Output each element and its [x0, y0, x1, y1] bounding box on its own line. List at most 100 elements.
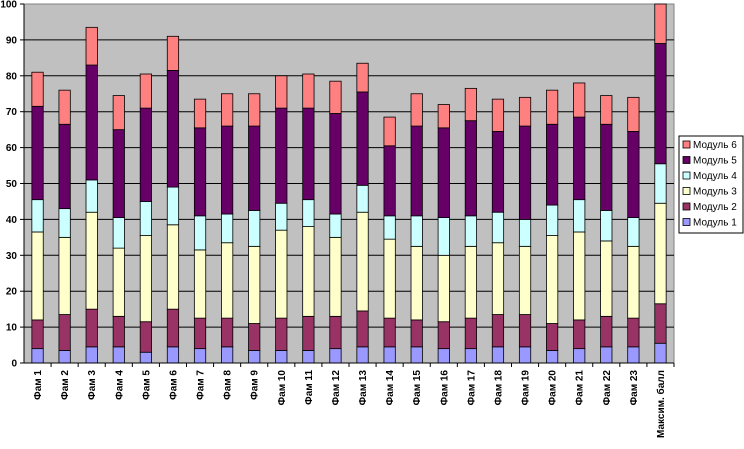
bar-segment-1: [627, 346, 640, 364]
bar-segment-6: [573, 82, 586, 118]
bar-segment-1: [464, 348, 477, 364]
bar-segment-3: [329, 236, 342, 317]
bar-segment-1: [275, 350, 288, 364]
x-category-label: Фам 9: [250, 370, 261, 400]
bar-segment-1: [518, 346, 532, 364]
bar-segment-4: [356, 184, 369, 213]
x-category-label: Фам 2: [60, 370, 71, 400]
bar-segment-4: [58, 208, 71, 238]
bar-segment-6: [193, 98, 207, 129]
bar-segment-5: [31, 105, 44, 201]
legend-label: Модуль 5: [693, 156, 737, 167]
bar-segment-2: [383, 317, 396, 348]
bar-segment-4: [31, 199, 44, 233]
bar-segment-1: [248, 350, 261, 364]
bar-segment-2: [464, 317, 477, 350]
bar-segment-2: [221, 317, 234, 348]
bar-segment-2: [166, 308, 180, 348]
bar-segment-3: [518, 245, 532, 315]
bar-segment-5: [546, 123, 559, 206]
bar-segment-2: [248, 323, 261, 351]
x-category-label: Максим. балл: [655, 370, 667, 438]
bar-segment-1: [546, 350, 559, 364]
x-category-label: Фам 3: [87, 370, 98, 400]
bar-segment-6: [383, 116, 396, 147]
bar-segment-3: [248, 245, 261, 324]
y-tick-label: 90: [6, 35, 18, 46]
bar-segment-6: [654, 3, 667, 44]
bar-segment-6: [31, 71, 44, 107]
bar-segment-1: [85, 346, 98, 364]
bar-segment-1: [193, 348, 207, 364]
y-tick-label: 10: [6, 323, 18, 334]
bar-segment-2: [302, 315, 315, 351]
bar-segment-3: [573, 231, 586, 321]
y-tick-label: 30: [6, 251, 18, 262]
bar-segment-4: [329, 213, 342, 238]
legend-swatch: [682, 171, 691, 180]
x-category-label: Фам 18: [493, 370, 504, 406]
bar-segment-2: [193, 317, 207, 350]
bar-segment-5: [627, 131, 640, 219]
y-tick-label: 20: [6, 287, 18, 298]
legend-box: [678, 135, 744, 234]
bar-segment-5: [302, 107, 315, 201]
x-category-label: Фам 4: [114, 370, 125, 400]
x-category-label: Фам 11: [304, 370, 315, 405]
x-category-label: Фам 20: [548, 370, 559, 406]
bar-segment-5: [139, 107, 152, 202]
bar-segment-6: [58, 89, 71, 125]
bar-segment-2: [437, 321, 450, 350]
x-category-label: Фам 15: [412, 370, 423, 406]
bar-segment-1: [302, 350, 315, 364]
bar-segment-1: [139, 351, 152, 364]
bar-segment-6: [166, 35, 180, 71]
bar-segment-2: [356, 310, 369, 348]
bar-segment-2: [112, 315, 125, 348]
bar-segment-1: [58, 350, 71, 364]
bar-segment-1: [573, 348, 586, 364]
bar-segment-3: [491, 242, 505, 315]
bar-segment-6: [491, 98, 505, 132]
bar-segment-3: [58, 236, 71, 315]
x-category-label: Фам 1: [33, 370, 44, 400]
bar-segment-3: [221, 242, 234, 319]
bar-segment-4: [221, 213, 234, 244]
bar-segment-3: [546, 235, 559, 324]
x-category-label: Фам 6: [168, 370, 179, 400]
bar-segment-6: [464, 87, 477, 122]
bar-segment-6: [302, 73, 315, 109]
bar-segment-4: [302, 199, 315, 227]
bar-segment-5: [112, 129, 125, 219]
y-tick-label: 70: [6, 107, 18, 118]
bar-segment-4: [654, 163, 667, 204]
bar-segment-5: [573, 116, 586, 201]
bar-segment-4: [600, 210, 613, 242]
bar-segment-3: [654, 202, 667, 305]
bar-segment-3: [302, 226, 315, 317]
legend-swatch: [682, 140, 691, 149]
bar-segment-6: [275, 75, 288, 109]
bar-segment-3: [139, 235, 152, 323]
y-tick-label: 40: [6, 215, 18, 226]
bar-segment-6: [627, 96, 640, 132]
bar-segment-6: [329, 80, 342, 114]
bar-segment-2: [329, 315, 342, 350]
bar-segment-2: [491, 314, 505, 348]
bar-segment-3: [193, 249, 207, 319]
bar-segment-4: [166, 186, 180, 226]
bar-segment-4: [85, 179, 98, 213]
bar-segment-3: [383, 238, 396, 319]
bar-segment-3: [410, 245, 423, 321]
bar-segment-3: [85, 211, 98, 310]
bar-segment-3: [356, 211, 369, 312]
bar-segment-1: [356, 346, 369, 364]
bar-segment-1: [166, 346, 180, 364]
bar-segment-5: [275, 107, 288, 204]
bar-segment-6: [410, 93, 423, 127]
bar-segment-4: [573, 199, 586, 233]
bar-segment-6: [356, 62, 369, 93]
bar-segment-2: [654, 303, 667, 344]
bar-segment-3: [437, 254, 450, 323]
bar-segment-5: [356, 91, 369, 186]
